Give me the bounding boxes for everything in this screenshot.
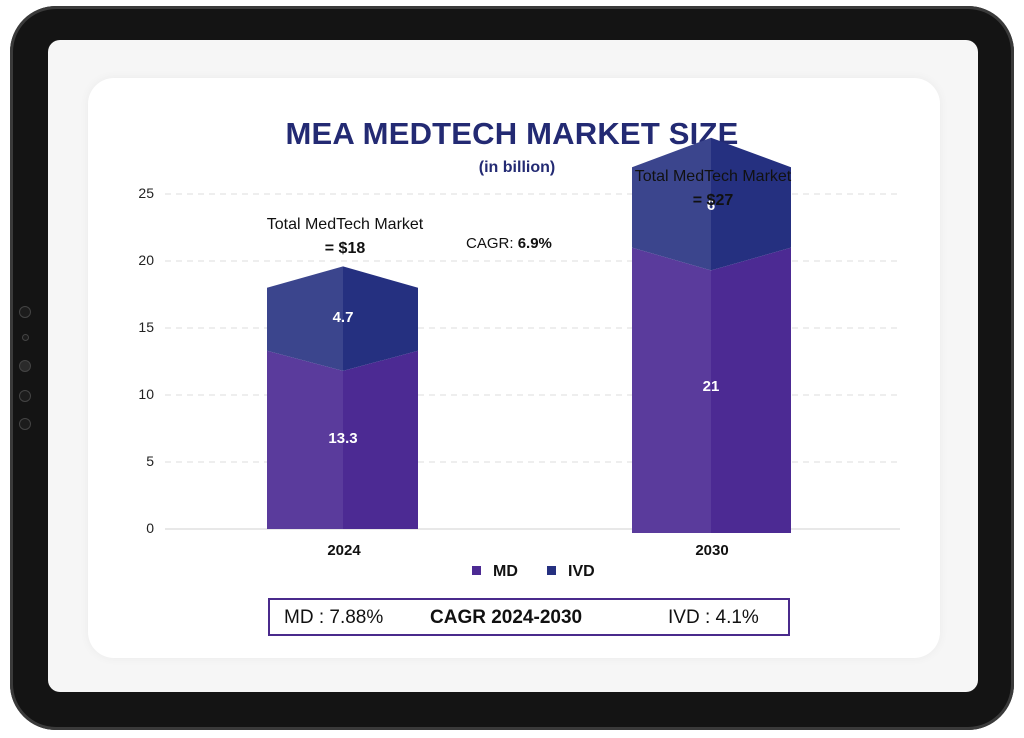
legend-label-ivd: IVD: [568, 563, 595, 580]
bar-md-2024-side: [343, 350, 418, 529]
y-tick-label: 15: [138, 319, 154, 335]
annotation-total-2030-line1: Total MedTech Market: [634, 168, 792, 185]
cagr-period-label: CAGR 2024-2030: [430, 607, 583, 628]
cagr-summary-box: MD : 7.88% CAGR 2024-2030 IVD : 4.1%: [268, 598, 790, 636]
bar-md-2030: [632, 247, 711, 533]
annotation-total-2024: Total MedTech Market = $18: [240, 213, 450, 261]
cagr-ivd: IVD : 4.1%: [668, 607, 759, 628]
side-button-icon: [19, 390, 31, 402]
bar-ivd-2024: [267, 266, 343, 371]
chart-subtitle: (in billion): [478, 159, 556, 176]
data-label-ivd-2030: 6: [706, 197, 716, 215]
data-label-md-2030: 21: [702, 378, 720, 396]
side-sensor-icon: [22, 334, 29, 341]
data-label-ivd-2024: 4.7: [332, 309, 354, 327]
legend-item-md: MD: [472, 563, 518, 581]
annotation-cagr-label: CAGR:: [466, 235, 514, 252]
legend-label-md: MD: [493, 563, 518, 580]
annotation-cagr: CAGR: 6.9%: [466, 232, 552, 256]
camera-icon: [19, 360, 31, 372]
bar-md-2030-side: [711, 247, 791, 533]
x-tick-label-2024: 2024: [327, 542, 361, 559]
annotation-total-2024-line2: = $18: [324, 240, 366, 257]
side-button-icon: [19, 418, 31, 430]
annotation-total-2030: Total MedTech Market = $27: [608, 165, 818, 213]
y-tick-label: 20: [138, 252, 154, 268]
chart-card: [88, 78, 940, 658]
data-label-md-2024: 13.3: [328, 429, 358, 447]
bar-ivd-2030-side: [711, 137, 791, 271]
bar-ivd-2030: [632, 137, 711, 271]
annotation-total-2030-line2: = $27: [692, 192, 734, 209]
annotation-total-2024-line1: Total MedTech Market: [266, 216, 424, 233]
legend-swatch-md: [472, 566, 481, 575]
y-tick-label: 5: [146, 453, 154, 469]
y-tick-label: 0: [146, 520, 154, 536]
bar-md-2024: [267, 350, 343, 529]
y-tick-label: 10: [138, 386, 154, 402]
legend-item-ivd: IVD: [547, 563, 595, 581]
side-button-icon: [19, 306, 31, 318]
cagr-md: MD : 7.88%: [284, 607, 384, 628]
annotation-cagr-value: 6.9%: [517, 235, 552, 252]
x-tick-label-2030: 2030: [695, 542, 729, 559]
y-tick-label: 25: [138, 185, 154, 201]
bar-ivd-2024-side: [343, 266, 418, 371]
legend-swatch-ivd: [547, 566, 556, 575]
chart-title: MEA MEDTECH MARKET SIZE: [285, 116, 739, 151]
